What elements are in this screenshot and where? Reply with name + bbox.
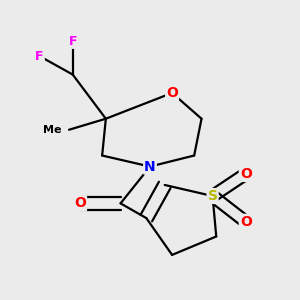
Text: Me: Me [43, 125, 62, 135]
Text: O: O [166, 86, 178, 100]
Text: O: O [240, 167, 252, 181]
Text: N: N [144, 160, 156, 174]
Text: F: F [68, 35, 77, 48]
Text: F: F [35, 50, 44, 63]
Text: O: O [74, 196, 86, 210]
Text: O: O [240, 215, 252, 229]
Text: S: S [208, 189, 218, 203]
